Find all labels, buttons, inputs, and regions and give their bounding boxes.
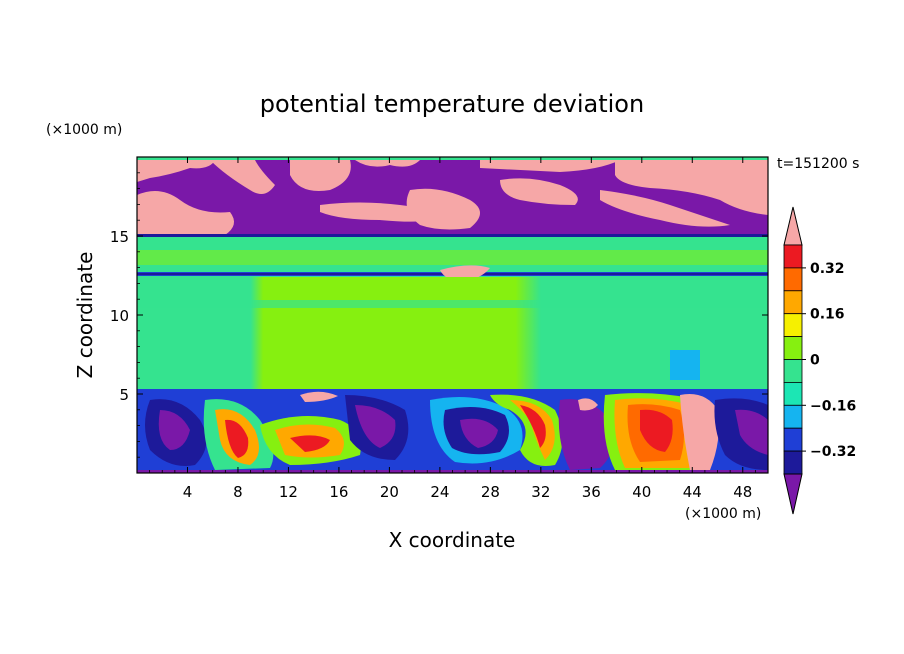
colorbar-swatch [783,427,803,452]
x-axis-label: X coordinate [389,528,516,552]
colorbar-swatch [783,404,803,429]
x-tick-label: 44 [683,483,702,501]
x-tick-label: 28 [481,483,500,501]
colorbar-swatch [783,381,803,406]
colorbar-swatch [783,244,803,269]
x-tick-label: 4 [183,483,193,501]
y-tick-label: 5 [119,386,129,404]
y-unit-label: (×1000 m) [46,122,122,138]
y-tick-label: 15 [110,228,129,246]
x-tick-label: 24 [430,483,449,501]
time-label: t=151200 s [777,156,859,172]
x-unit-label: (×1000 m) [685,506,761,522]
colorbar-label: 0.16 [810,307,845,323]
x-axis-ticks: 4 8 12 16 20 24 28 32 36 40 44 48 [149,157,756,501]
x-tick-label: 16 [329,483,348,501]
x-tick-label: 20 [380,483,399,501]
chart-title: potential temperature deviation [260,90,644,118]
x-tick-label: 36 [582,483,601,501]
x-tick-label: 12 [279,483,298,501]
x-tick-label: 40 [632,483,651,501]
colorbar-swatch [783,313,803,338]
colorbar-extend-high [783,206,803,246]
colorbar-swatch [783,450,803,475]
x-tick-label: 32 [531,483,550,501]
x-tick-label: 8 [233,483,243,501]
upper-pink-regions [137,160,768,237]
colorbar: 0.32 0.16 0 −0.16 −0.32 [783,206,856,515]
colorbar-label: −0.32 [810,444,856,460]
colorbar-swatch [783,290,803,315]
plot-area [137,157,768,473]
colorbar-extend-low [783,473,803,515]
y-tick-label: 10 [110,307,129,325]
colorbar-label: 0.32 [810,261,845,277]
y-axis-label: Z coordinate [73,252,97,379]
colorbar-swatch [783,359,803,383]
colorbar-label: 0 [810,353,820,369]
x-tick-label: 48 [733,483,752,501]
colorbar-swatch [783,336,803,360]
boundary-layer-features [145,391,768,470]
y-axis-ticks: 5 10 15 [110,172,768,458]
colorbar-label: −0.16 [810,398,856,414]
colorbar-swatch [783,267,803,292]
